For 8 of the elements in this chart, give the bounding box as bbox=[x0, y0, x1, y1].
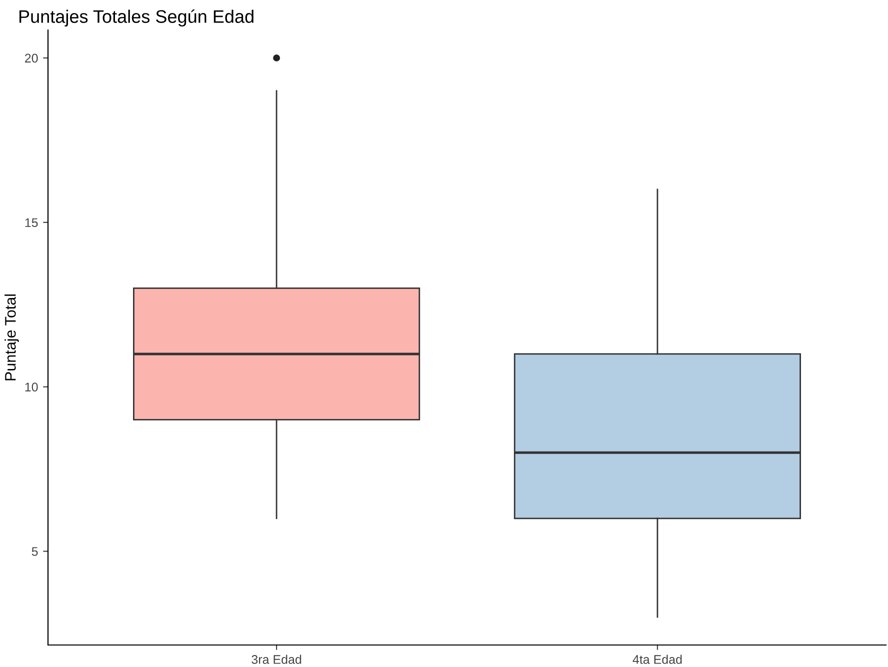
y-axis-title: Puntaje Total bbox=[4, 294, 19, 380]
y-tick-label: 10 bbox=[25, 382, 38, 392]
y-tick-label: 5 bbox=[32, 547, 38, 556]
y-tick-label: 15 bbox=[25, 218, 38, 228]
y-tick-label: 20 bbox=[25, 54, 38, 63]
chart-title: Puntajes Totales Según Edad bbox=[19, 9, 254, 27]
x-tick-label: 3ra Edad bbox=[252, 654, 302, 664]
x-tick-label: 4ta Edad bbox=[632, 654, 682, 664]
